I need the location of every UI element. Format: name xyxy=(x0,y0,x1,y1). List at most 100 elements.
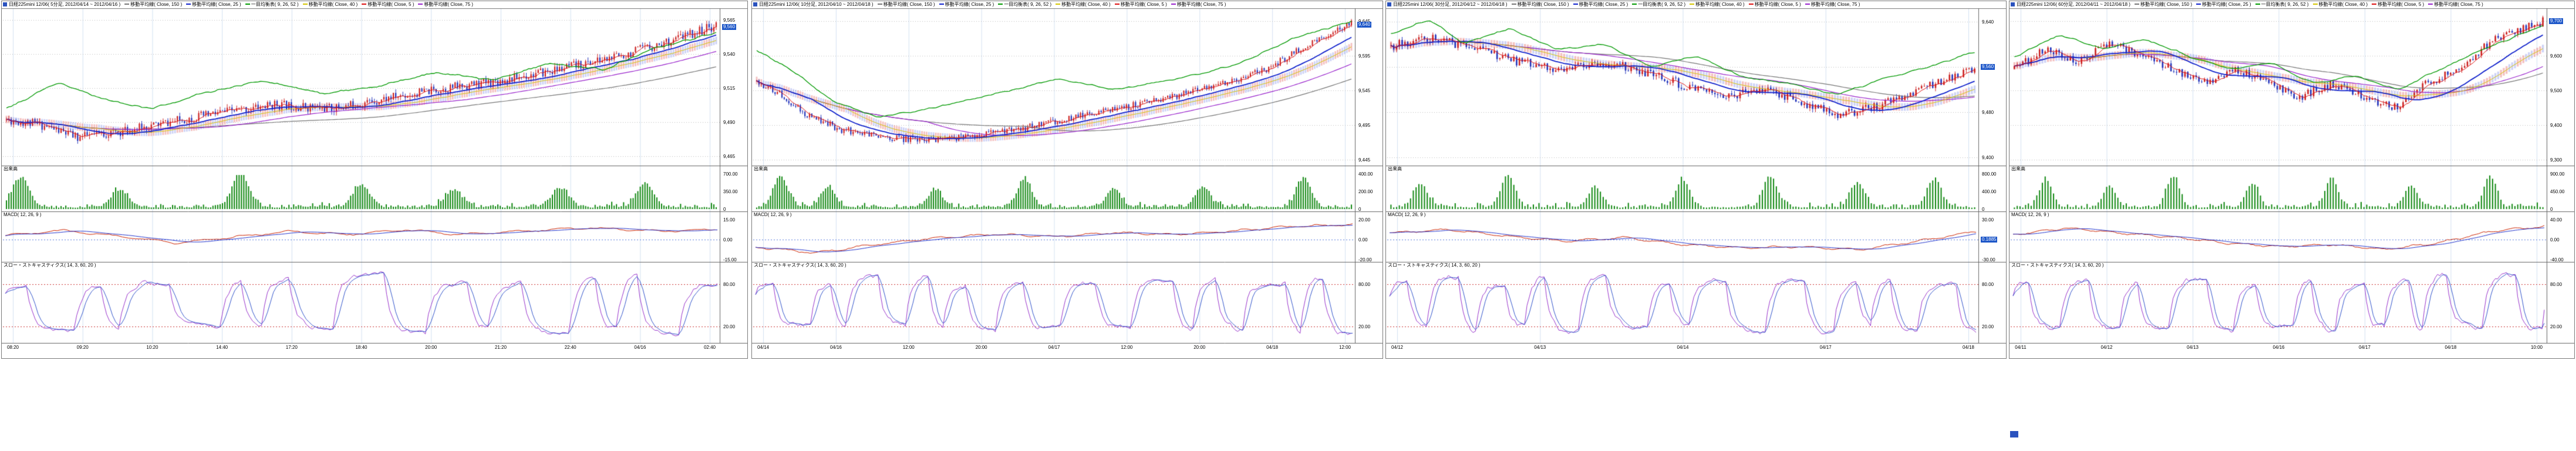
macd-section-label: MACD( 12, 26, 9 ) xyxy=(4,212,42,217)
chart-panel-3: 日経225mini 12/06( 30分足, 2012/04/12 ~ 2012… xyxy=(1385,1,2007,359)
stoch-tick-label: 80.00 xyxy=(1358,282,1371,287)
time-axis-label: 20:00 xyxy=(425,345,437,350)
legend-color-swatch xyxy=(418,4,423,5)
legend-item-label: 移動平均線( Close, 150 ) xyxy=(2140,2,2193,7)
price-tick-label: 9,480 xyxy=(1982,110,1994,116)
stoch-tick-label: 80.00 xyxy=(723,282,736,287)
stoch-section-label: スロー・ストキャスティクス( 14, 3, 60, 20 ) xyxy=(1388,262,1481,268)
legend-color-swatch xyxy=(1632,4,1637,5)
chart-canvas[interactable] xyxy=(752,1,1383,358)
legend-item-label: 一目均衡表( 9, 26, 52 ) xyxy=(2261,2,2309,7)
time-axis-label: 12:00 xyxy=(1338,345,1351,350)
app-window-icon xyxy=(1387,2,1391,7)
time-axis-label: 08:20 xyxy=(6,345,19,350)
legend-color-swatch xyxy=(124,4,130,5)
volume-tick-label: 350.00 xyxy=(723,189,738,194)
time-axis-label: 04/17 xyxy=(1048,345,1060,350)
time-axis-label: 14:40 xyxy=(216,345,228,350)
time-axis-label: 04/18 xyxy=(2444,345,2457,350)
panel-header: 日経225mini 12/06( 30分足, 2012/04/12 ~ 2012… xyxy=(1386,1,2006,8)
time-axis-label: 04/16 xyxy=(830,345,842,350)
legend-item-label: 移動平均線( Close, 5 ) xyxy=(1120,2,1167,7)
volume-tick-label: 800.00 xyxy=(1982,171,1997,177)
legend-item-label: 移動平均線( Close, 40 ) xyxy=(2318,2,2368,7)
volume-tick-label: 0 xyxy=(1358,207,1361,212)
volume-tick-label: 0 xyxy=(1982,207,1985,212)
price-tick-label: 9,640 xyxy=(1982,19,1994,25)
macd-tick-label: 0.00 xyxy=(2550,237,2560,243)
legend-item-label: 移動平均線( Close, 40 ) xyxy=(1695,2,1745,7)
chart-panel-1: 日経225mini 12/06( 5分足, 2012/04/14 ~ 2012/… xyxy=(1,1,748,359)
stoch-tick-label: 80.00 xyxy=(2550,282,2562,287)
time-axis-label: 04/12 xyxy=(1391,345,1404,350)
chart-canvas[interactable] xyxy=(1386,1,2006,358)
macd-value-badge: 0.1885 xyxy=(1981,237,1998,243)
legend-item-label: 一目均衡表( 9, 26, 52 ) xyxy=(1638,2,1686,7)
time-axis-label: 22:40 xyxy=(564,345,576,350)
macd-tick-label: 15.00 xyxy=(723,217,736,223)
volume-tick-label: 200.00 xyxy=(1358,189,1373,194)
macd-section-label: MACD( 12, 26, 9 ) xyxy=(1388,212,1426,217)
legend-color-swatch xyxy=(362,4,367,5)
legend-color-swatch xyxy=(1748,4,1754,5)
legend-color-swatch xyxy=(939,4,944,5)
legend-color-swatch xyxy=(245,4,250,5)
legend-color-swatch xyxy=(1805,4,1810,5)
legend-item-label: 移動平均線( Close, 75 ) xyxy=(1810,2,1860,7)
legend-item-label: 移動平均線( Close, 75 ) xyxy=(424,2,473,7)
price-tick-label: 9,515 xyxy=(723,86,736,92)
volume-section-label: 出来高 xyxy=(754,166,768,171)
time-axis-label: 04/18 xyxy=(1962,345,1975,350)
macd-tick-label: 0.00 xyxy=(1358,237,1368,243)
legend-item-label: 一目均衡表( 9, 26, 52 ) xyxy=(1004,2,1052,7)
stoch-tick-label: 80.00 xyxy=(1982,282,1994,287)
legend-color-swatch xyxy=(1690,4,1695,5)
price-tick-label: 9,500 xyxy=(2550,87,2562,93)
time-axis-label: 04/12 xyxy=(2100,345,2113,350)
macd-tick-label: 30.00 xyxy=(1982,217,1994,223)
legend-item-label: 移動平均線( Close, 150 ) xyxy=(1517,2,1569,7)
price-tick-label: 9,495 xyxy=(1358,123,1371,128)
app-window-icon xyxy=(3,2,7,7)
price-tick-label: 9,600 xyxy=(2550,53,2562,59)
volume-section-label: 出来高 xyxy=(1388,166,1402,171)
time-axis-label: 04/16 xyxy=(634,345,646,350)
time-axis-label: 04/18 xyxy=(1266,345,1279,350)
legend-color-swatch xyxy=(998,4,1003,5)
macd-tick-label: 40.00 xyxy=(2550,217,2562,223)
stoch-tick-label: 20.00 xyxy=(1358,324,1371,329)
time-axis-label: 04/16 xyxy=(2272,345,2285,350)
panel-title: 日経225mini 12/06( 5分足, 2012/04/14 ~ 2012/… xyxy=(9,2,121,7)
volume-tick-label: 450.00 xyxy=(2550,189,2565,194)
time-axis-label: 18:40 xyxy=(355,345,367,350)
time-axis-label: 12:00 xyxy=(1121,345,1133,350)
legend-color-swatch xyxy=(2312,4,2318,5)
stray-window-fragment xyxy=(2010,431,2018,437)
legend-color-swatch xyxy=(1171,4,1176,5)
time-axis-label: 04/11 xyxy=(2015,345,2027,350)
chart-canvas[interactable] xyxy=(2009,1,2574,358)
time-axis-label: 10:20 xyxy=(146,345,159,350)
volume-tick-label: 0 xyxy=(723,207,726,212)
stoch-section-label: スロー・ストキャスティクス( 14, 3, 60, 20 ) xyxy=(2011,262,2104,268)
price-tick-label: 9,400 xyxy=(2550,123,2562,128)
macd-tick-label: 20.00 xyxy=(1358,217,1371,223)
macd-tick-label: -40.00 xyxy=(2550,257,2564,262)
time-axis-label: 04/14 xyxy=(1677,345,1689,350)
time-axis-label: 04/17 xyxy=(2358,345,2371,350)
volume-section-label: 出来高 xyxy=(2011,166,2025,171)
time-axis-label: 21:20 xyxy=(494,345,507,350)
price-tick-label: 9,595 xyxy=(1358,53,1371,59)
volume-tick-label: 0 xyxy=(2550,207,2553,212)
panel-title: 日経225mini 12/06( 10分足, 2012/04/10 ~ 2012… xyxy=(759,2,874,7)
time-axis-label: 04/17 xyxy=(1819,345,1832,350)
stoch-section-label: スロー・ストキャスティクス( 14, 3, 60, 20 ) xyxy=(4,262,96,268)
legend-color-swatch xyxy=(2255,4,2260,5)
time-axis-label: 02:40 xyxy=(703,345,716,350)
macd-section-label: MACD( 12, 26, 9 ) xyxy=(2011,212,2049,217)
legend-item-label: 移動平均線( Close, 40 ) xyxy=(1061,2,1111,7)
legend-item-label: 一目均衡表( 9, 26, 52 ) xyxy=(251,2,299,7)
chart-canvas[interactable] xyxy=(2,1,747,358)
app-window-icon xyxy=(2011,2,2015,7)
